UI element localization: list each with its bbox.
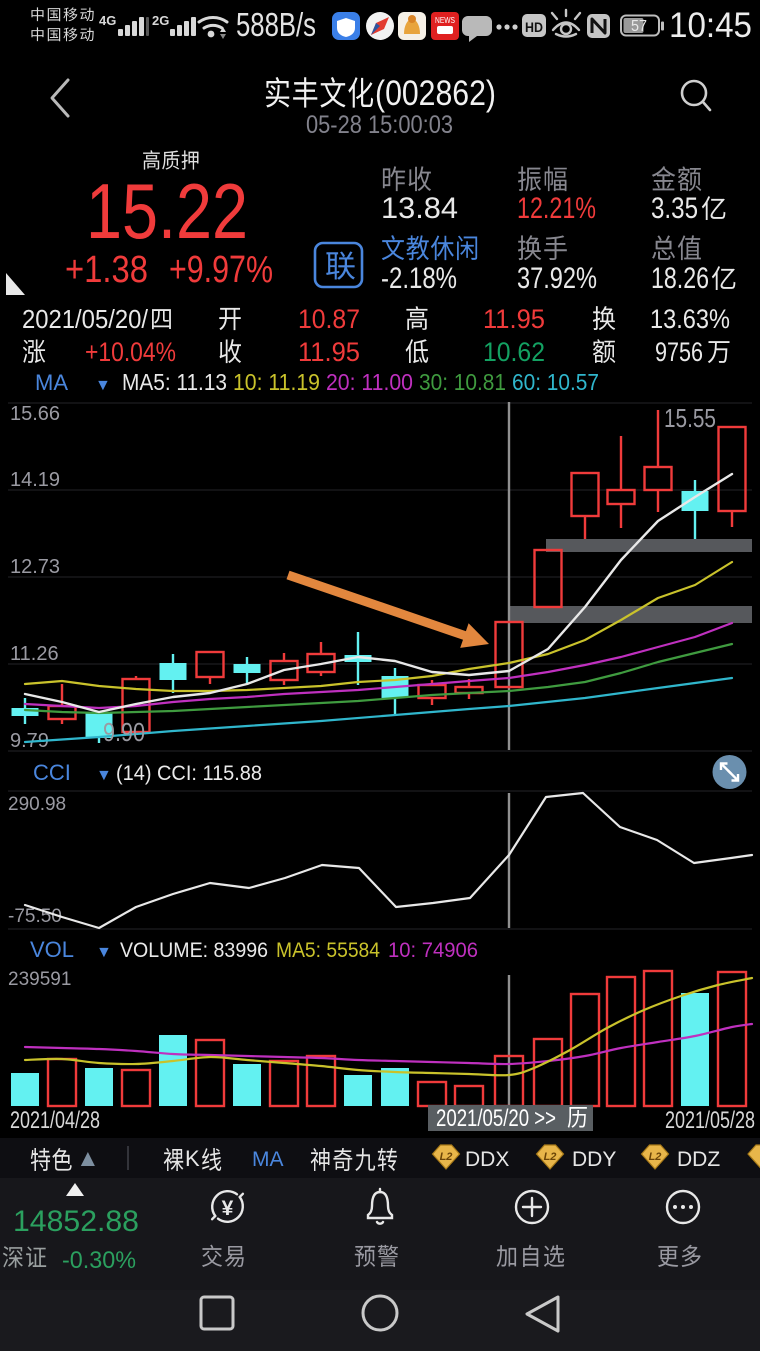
svg-text:11.95: 11.95 [483, 304, 545, 334]
svg-text:▼: ▼ [96, 944, 112, 961]
svg-text:4G: 4G [99, 13, 116, 28]
svg-text:10.62: 10.62 [483, 337, 545, 367]
svg-text:15.55: 15.55 [664, 403, 716, 433]
svg-text:2021/05/28: 2021/05/28 [665, 1107, 755, 1134]
svg-text:11.95: 11.95 [298, 337, 360, 367]
svg-text:15.66: 15.66 [10, 403, 60, 425]
svg-text:10:45: 10:45 [669, 6, 752, 45]
svg-text:290.98: 290.98 [8, 794, 66, 815]
svg-text:20: 11.00: 20: 11.00 [326, 369, 413, 395]
svg-text:MA5: 55584: MA5: 55584 [276, 939, 380, 962]
svg-text:VOL: VOL [30, 937, 74, 962]
svg-text:MA5: 11.13: MA5: 11.13 [122, 369, 227, 395]
svg-text:18.26: 18.26 [651, 262, 709, 295]
svg-text:VOLUME: 83996: VOLUME: 83996 [120, 939, 268, 962]
svg-text:14.19: 14.19 [10, 469, 60, 491]
svg-text:13.63%: 13.63% [650, 304, 730, 334]
svg-text:-2.18%: -2.18% [381, 262, 457, 295]
svg-text:+10.04%: +10.04% [85, 337, 176, 367]
svg-text:MA: MA [252, 1148, 284, 1171]
svg-text:588B/s: 588B/s [236, 6, 316, 43]
svg-text:15.22: 15.22 [86, 167, 248, 255]
svg-text:+9.97%: +9.97% [169, 249, 273, 291]
svg-text:2G: 2G [152, 13, 169, 28]
svg-text:57: 57 [631, 18, 647, 35]
svg-text:12.73: 12.73 [10, 556, 60, 578]
svg-text:12.21%: 12.21% [517, 192, 596, 225]
svg-text:MA: MA [35, 370, 68, 395]
svg-text:▼: ▼ [95, 377, 111, 394]
svg-text:DDX: DDX [465, 1148, 509, 1171]
svg-text:05-28 15:00:03: 05-28 15:00:03 [306, 111, 453, 139]
svg-text:37.92%: 37.92% [517, 262, 597, 295]
svg-text:K: K [185, 1146, 200, 1171]
svg-text:2021/04/28: 2021/04/28 [10, 1107, 100, 1134]
svg-text:13.84: 13.84 [381, 192, 458, 225]
svg-text:-75.50: -75.50 [8, 906, 62, 927]
svg-text:239591: 239591 [8, 969, 71, 990]
svg-text:DDZ: DDZ [677, 1148, 720, 1171]
svg-text:▼: ▼ [96, 767, 112, 784]
svg-text:14852.88: 14852.88 [13, 1205, 139, 1238]
svg-text:NEWS: NEWS [435, 16, 455, 25]
svg-text:L2: L2 [649, 1151, 662, 1163]
svg-text:L2: L2 [544, 1151, 557, 1163]
svg-text:(002862): (002862) [375, 74, 496, 113]
svg-text:10.87: 10.87 [298, 304, 360, 334]
svg-text:10: 74906: 10: 74906 [388, 939, 478, 962]
svg-text:▲: ▲ [76, 1145, 100, 1172]
svg-text:L2: L2 [440, 1151, 453, 1163]
svg-text:9756: 9756 [655, 337, 703, 367]
svg-text:(14) CCI: 115.88: (14) CCI: 115.88 [116, 762, 262, 785]
svg-text:30: 10.81: 30: 10.81 [419, 369, 506, 395]
svg-text:3.35: 3.35 [651, 192, 698, 225]
svg-text:2021/05/20 >>: 2021/05/20 >> [436, 1105, 556, 1132]
svg-text:60: 10.57: 60: 10.57 [512, 369, 599, 395]
svg-text:2021/05/20/: 2021/05/20/ [22, 304, 149, 334]
svg-text:+1.38: +1.38 [65, 249, 148, 291]
svg-text:11.26: 11.26 [10, 643, 59, 665]
svg-text:DDY: DDY [572, 1148, 616, 1171]
svg-text:-0.30%: -0.30% [62, 1247, 136, 1274]
svg-text:HD: HD [525, 19, 543, 35]
svg-text:¥: ¥ [222, 1197, 234, 1220]
svg-text:9.90: 9.90 [103, 717, 145, 747]
svg-text:10: 11.19: 10: 11.19 [233, 369, 320, 395]
svg-text:CCI: CCI [33, 760, 71, 785]
